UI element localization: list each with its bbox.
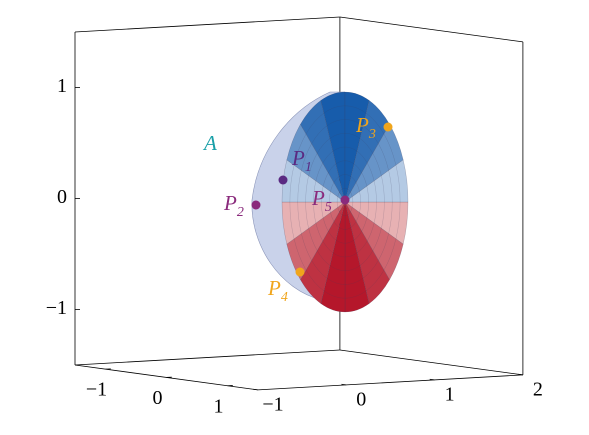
surface-mesh — [321, 160, 369, 244]
surface-patch — [320, 91, 346, 203]
x-tick-label: −1 — [86, 379, 107, 401]
point-subscript: 1 — [305, 160, 312, 175]
point-label: P3 — [355, 113, 376, 142]
point-label: P2 — [223, 191, 244, 220]
surface-patch — [344, 201, 370, 313]
surface-patch — [344, 91, 370, 203]
x-tick-label: 1 — [214, 395, 224, 417]
point-name: P — [311, 186, 325, 210]
box-edge — [74, 16, 340, 33]
point-marker — [383, 122, 393, 132]
surface-patch — [320, 201, 346, 313]
surface-patch — [344, 159, 409, 203]
point-marker — [278, 175, 288, 185]
point-subscript: 4 — [281, 290, 288, 305]
surface-patch — [344, 201, 390, 305]
y-tick — [253, 388, 259, 391]
z-tick-label: −1 — [46, 297, 67, 319]
point-subscript: 3 — [368, 127, 376, 142]
point-name: P — [355, 113, 369, 137]
surface-patch — [344, 201, 409, 245]
points: P1 P2 P3 P4 P5 — [223, 113, 393, 305]
surface-patch — [344, 201, 404, 281]
annotations: A — [202, 131, 217, 155]
z-tick-label: 0 — [57, 186, 67, 208]
y-tick-label: 1 — [445, 383, 455, 405]
surface-patch — [300, 99, 346, 203]
point-name: P — [291, 146, 305, 170]
point-label: P4 — [267, 276, 288, 305]
y-tick-label: −1 — [262, 393, 283, 415]
surface-mesh — [297, 119, 393, 285]
x-tick-label: 0 — [153, 387, 163, 409]
surface-mesh — [329, 174, 361, 230]
surface-mesh — [313, 146, 377, 258]
box-edge — [257, 374, 523, 391]
box-edge — [339, 349, 523, 376]
z-tick-label: 1 — [57, 75, 67, 97]
surface-patch — [286, 201, 346, 281]
point-marker — [340, 195, 350, 205]
surface-face — [281, 91, 409, 313]
surface-mesh — [289, 105, 401, 299]
surface-patch — [286, 123, 346, 203]
y-tick — [341, 383, 347, 386]
box-edge — [74, 349, 340, 366]
point-name: P — [267, 276, 281, 300]
tick-labels: −1 0 1 −1 0 1 2 −1 0 1 — [46, 75, 543, 417]
y-tick-label: 2 — [533, 378, 543, 400]
point-marker — [251, 200, 261, 210]
point-name: P — [223, 191, 237, 215]
point-label: P1 — [291, 146, 312, 175]
point-subscript: 5 — [325, 200, 332, 215]
y-tick-label: 0 — [356, 388, 366, 410]
y-tick — [517, 373, 523, 376]
annotation: A — [202, 131, 217, 155]
surface-mesh — [336, 188, 354, 216]
surface-mesh — [305, 133, 385, 271]
point-marker — [295, 267, 305, 277]
point-label: P5 — [311, 186, 332, 215]
point-subscript: 2 — [237, 205, 244, 220]
box-edge — [339, 16, 523, 43]
surface-patch — [281, 201, 346, 245]
y-tick — [429, 378, 435, 381]
surface-patch — [300, 201, 346, 305]
